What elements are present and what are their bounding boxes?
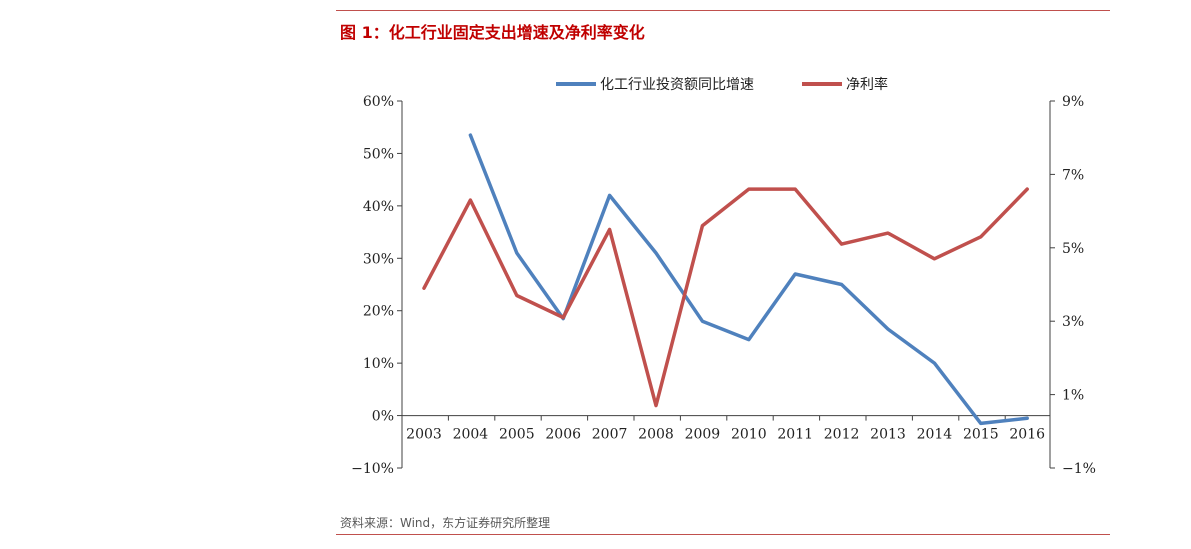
x-tick-label: 2003 [406, 427, 442, 443]
right-y-tick-label: 5% [1062, 241, 1084, 257]
right-y-tick-label: −1% [1062, 461, 1096, 477]
chart-axes: 60% 50% 40% 30% 20% 10% 0% −10% 9% 7% 5% 3% 1% −1% 200… [351, 94, 1096, 477]
left-y-tick-label: 50% [363, 146, 394, 162]
legend-investment-growth-label: 化工行业投资额同比增速 [600, 77, 754, 93]
x-tick-label: 2007 [592, 427, 628, 443]
x-tick-label: 2010 [731, 427, 767, 443]
x-tick-label: 2016 [1009, 427, 1045, 443]
x-tick-label: 2009 [685, 427, 721, 443]
top-rule [336, 10, 1110, 11]
x-tick-label: 2014 [917, 427, 953, 443]
left-y-tick-label: −10% [351, 461, 394, 477]
x-tick-label: 2015 [963, 427, 999, 443]
x-tick-label: 2005 [499, 427, 535, 443]
x-tick-label: 2013 [870, 427, 906, 443]
left-y-tick-label: 30% [363, 251, 394, 267]
x-tick-label: 2012 [824, 427, 860, 443]
left-y-tick-label: 20% [363, 304, 394, 320]
bottom-rule [336, 534, 1110, 535]
right-y-tick-label: 1% [1062, 388, 1084, 404]
left-y-tick-label: 60% [363, 94, 394, 110]
x-tick-label: 2008 [638, 427, 674, 443]
investment-growth-line [468, 133, 1029, 426]
chart-legend: 化工行业投资额同比增速 净利率 [556, 76, 888, 93]
net-margin-line [422, 187, 1029, 408]
source-note: 资料来源：Wind，东方证券研究所整理 [340, 516, 551, 530]
x-tick-label: 2011 [777, 427, 813, 443]
left-y-tick-label: 10% [363, 356, 394, 372]
figure-title: 图 1：化工行业固定支出增速及净利率变化 [340, 23, 645, 42]
right-y-tick-label: 9% [1062, 94, 1084, 110]
chart-series [422, 133, 1029, 426]
right-y-tick-label: 3% [1062, 314, 1084, 330]
x-tick-label: 2004 [453, 427, 489, 443]
left-y-tick-label: 0% [372, 409, 394, 425]
legend-net-margin-label: 净利率 [846, 76, 888, 93]
x-tick-label: 2006 [545, 427, 581, 443]
right-y-tick-label: 7% [1062, 167, 1084, 183]
left-y-tick-label: 40% [363, 199, 394, 215]
